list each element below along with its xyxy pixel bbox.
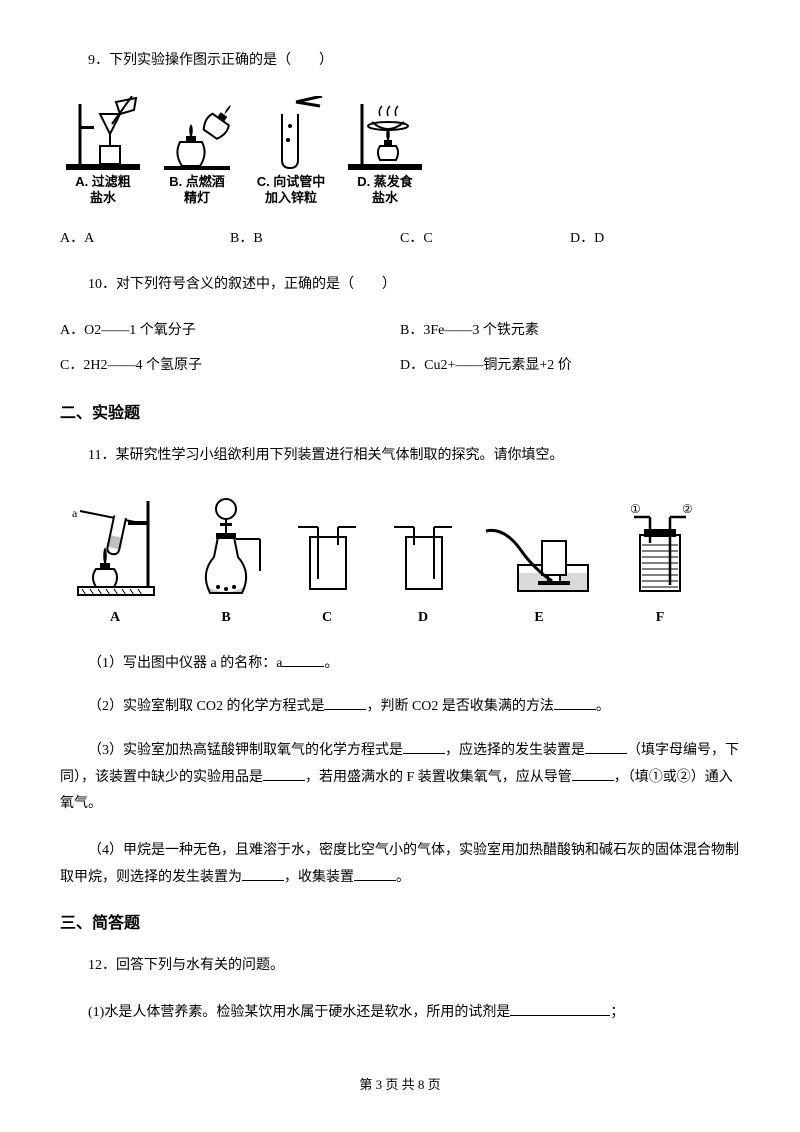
add-solid-tube-icon xyxy=(248,96,334,172)
q9-fig-d-caption: D. 蒸发食盐水 xyxy=(357,174,413,205)
q9-stem: 9．下列实验操作图示正确的是（ ） xyxy=(60,50,740,72)
q10-option-a: A．O2——1 个氧分子 xyxy=(60,320,400,342)
light-lamp-icon xyxy=(154,96,240,172)
blank xyxy=(554,695,596,710)
q11-sub2-mid: ，判断 CO2 是否收集满的方法 xyxy=(366,699,553,714)
q11-fig-c: C xyxy=(292,491,362,629)
q9-figures: A. 过滤粗盐水 B. 点燃酒精灯 xyxy=(60,96,740,205)
q11-stem: 11．某研究性学习小组欲利用下列装置进行相关气体制取的探究。请你填空。 xyxy=(60,445,740,467)
apparatus-e-icon xyxy=(484,491,594,601)
q11-sub3-mid3: ，若用盛满水的 F 装置收集氧气，应从导管 xyxy=(305,770,572,785)
q11-fig-c-label: C xyxy=(322,607,332,629)
q9-fig-c-caption: C. 向试管中加入锌粒 xyxy=(257,174,326,205)
apparatus-d-icon xyxy=(388,491,458,601)
q10-stem: 10．对下列符号含义的叙述中，正确的是（ ） xyxy=(60,274,740,296)
q11-fig-f: ① ② F xyxy=(620,491,700,629)
apparatus-b-icon xyxy=(186,491,266,601)
q12-stem: 12．回答下列与水有关的问题。 xyxy=(60,955,740,977)
q9-fig-d: D. 蒸发食盐水 xyxy=(342,96,428,205)
q9-option-d: D．D xyxy=(570,228,740,250)
blank xyxy=(510,1001,610,1016)
blank xyxy=(282,652,324,667)
section2-title: 二、实验题 xyxy=(60,401,740,427)
q11-sub2-pre: （2）实验室制取 CO2 的化学方程式是 xyxy=(88,699,324,714)
q11-fig-a-label: A xyxy=(110,607,120,629)
blank xyxy=(403,739,445,754)
blank xyxy=(324,695,366,710)
q11-sub3-pre: （3）实验室加热高锰酸钾制取氧气的化学方程式是 xyxy=(88,743,403,758)
q10-option-c: C．2H2——4 个氢原子 xyxy=(60,355,400,377)
apparatus-c-icon xyxy=(292,491,362,601)
q9-fig-c: C. 向试管中加入锌粒 xyxy=(248,96,334,205)
q11-fig-a: a A xyxy=(70,491,160,629)
q11-sub3: （3）实验室加热高锰酸钾制取氧气的化学方程式是，应选择的发生装置是（填字母编号，… xyxy=(60,738,740,818)
q9-fig-b-caption: B. 点燃酒精灯 xyxy=(169,174,225,205)
q11-fig-b: B xyxy=(186,491,266,629)
section3-title: 三、简答题 xyxy=(60,911,740,937)
q10-option-b: B．3Fe——3 个铁元素 xyxy=(400,320,740,342)
apparatus-a-icon: a xyxy=(70,491,160,601)
q11-fig-f-label: F xyxy=(656,607,665,629)
blank xyxy=(585,739,627,754)
q10-option-d: D．Cu2+——铜元素显+2 价 xyxy=(400,355,740,377)
q10-options: A．O2——1 个氧分子 B．3Fe——3 个铁元素 C．2H2——4 个氢原子… xyxy=(60,320,740,377)
blank xyxy=(572,766,614,781)
q9-fig-a-caption: A. 过滤粗盐水 xyxy=(75,174,131,205)
blank xyxy=(242,866,284,881)
svg-text:①: ① xyxy=(630,502,641,516)
apparatus-f-icon: ① ② xyxy=(620,491,700,601)
q11-sub1-pre: （1）写出图中仪器 a 的名称：a xyxy=(88,656,282,671)
q11-sub1-post: 。 xyxy=(324,656,338,671)
q12-sub1-post: ； xyxy=(610,1005,624,1020)
blank xyxy=(354,866,396,881)
q11-figures: a A xyxy=(70,491,740,629)
q9-options: A．A B．B C．C D．D xyxy=(60,228,740,250)
blank xyxy=(263,766,305,781)
q11-sub2-post: 。 xyxy=(596,699,610,714)
page-footer: 第 3 页 共 8 页 xyxy=(60,1075,740,1096)
q11-fig-d: D xyxy=(388,491,458,629)
q9-fig-a: A. 过滤粗盐水 xyxy=(60,96,146,205)
svg-text:②: ② xyxy=(682,502,693,516)
evaporate-icon xyxy=(342,96,428,172)
filter-apparatus-icon xyxy=(60,96,146,172)
q12-sub1-pre: (1)水是人体营养素。检验某饮用水属于硬水还是软水，所用的试剂是 xyxy=(88,1005,510,1020)
q9-fig-b: B. 点燃酒精灯 xyxy=(154,96,240,205)
q11-fig-b-label: B xyxy=(221,607,230,629)
q11-sub4-post: 。 xyxy=(396,870,410,885)
q9-option-b: B．B xyxy=(230,228,400,250)
q9-option-c: C．C xyxy=(400,228,570,250)
q11-sub4-mid: ，收集装置 xyxy=(284,870,354,885)
page-container: 9．下列实验操作图示正确的是（ ） A. 过滤粗盐水 xyxy=(0,0,800,1125)
svg-text:a: a xyxy=(72,506,78,520)
q11-fig-d-label: D xyxy=(418,607,428,629)
q11-sub1: （1）写出图中仪器 a 的名称：a 。 xyxy=(60,652,740,675)
q11-sub3-mid1: ，应选择的发生装置是 xyxy=(445,743,585,758)
q12-sub1: (1)水是人体营养素。检验某饮用水属于硬水还是软水，所用的试剂是 ； xyxy=(60,1001,740,1024)
q9-option-a: A．A xyxy=(60,228,230,250)
q11-sub2: （2）实验室制取 CO2 的化学方程式是 ，判断 CO2 是否收集满的方法 。 xyxy=(60,695,740,718)
q11-sub4: （4）甲烷是一种无色，且难溶于水，密度比空气小的气体，实验室用加热醋酸钠和碱石灰… xyxy=(60,838,740,891)
q11-fig-e-label: E xyxy=(534,607,543,629)
q11-fig-e: E xyxy=(484,491,594,629)
